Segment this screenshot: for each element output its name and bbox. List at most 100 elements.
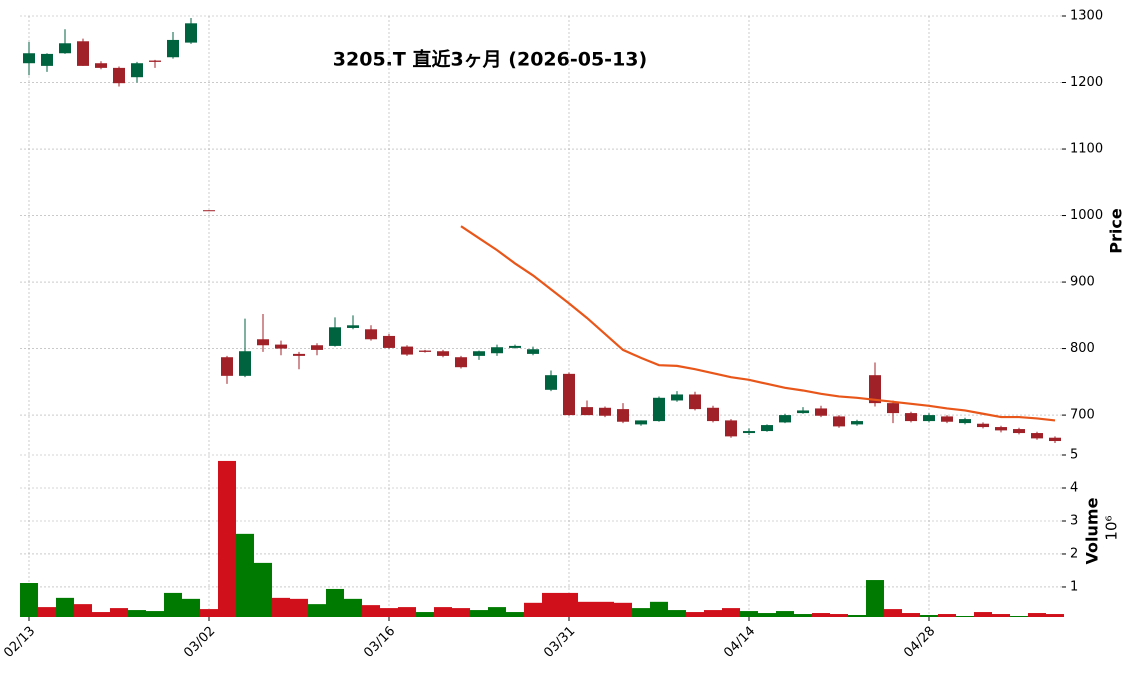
- volume-bar: [272, 597, 290, 617]
- chart-title: 3205.T 直近3ヶ月 (2026-05-13): [333, 48, 647, 71]
- candle-body: [77, 41, 89, 66]
- candle-body: [995, 427, 1007, 431]
- volume-bar: [560, 592, 578, 617]
- candle-body: [563, 373, 575, 416]
- candle-body: [167, 39, 179, 58]
- candle-body: [491, 347, 503, 354]
- volume-axis-label: Volume: [1083, 497, 1102, 564]
- x-tick-label: 03/02: [181, 624, 218, 661]
- volume-bar: [218, 460, 236, 617]
- volume-bar: [902, 613, 920, 617]
- candle-body: [761, 425, 773, 432]
- volume-bar: [92, 612, 110, 617]
- candle-body: [833, 416, 845, 427]
- volume-bar: [848, 615, 866, 617]
- candle-body: [419, 350, 431, 352]
- volume-bar: [470, 610, 488, 617]
- candle-body: [455, 357, 467, 368]
- y-tick-label: 1300: [1070, 9, 1103, 24]
- candle-body: [887, 403, 899, 414]
- volume-multiplier: 10⁶: [1103, 515, 1121, 540]
- volume-bar: [920, 615, 938, 617]
- volume-bar: [830, 614, 848, 617]
- volume-bar: [506, 612, 524, 617]
- y-tick-label: 1000: [1070, 208, 1103, 223]
- candle-body: [1049, 437, 1061, 442]
- volume-bar: [20, 583, 38, 617]
- volume-tick-label: 3: [1070, 513, 1078, 528]
- candle-body: [221, 357, 233, 376]
- candle-body: [815, 408, 827, 416]
- volume-bar: [650, 601, 668, 617]
- volume-bar: [686, 612, 704, 617]
- candle-body: [527, 349, 539, 354]
- candle-body: [959, 419, 971, 424]
- y-tick-label: 900: [1070, 275, 1095, 290]
- candle-body: [653, 397, 665, 422]
- volume-bar: [776, 611, 794, 617]
- volume-bar: [1028, 613, 1046, 617]
- candle-body: [635, 420, 647, 425]
- x-tick-label: 03/31: [541, 624, 578, 661]
- volume-bar: [416, 612, 434, 617]
- candle-body: [113, 67, 125, 84]
- candle-body: [941, 416, 953, 422]
- candle-body: [311, 345, 323, 350]
- candle-body: [131, 63, 143, 78]
- volume-bar: [542, 592, 560, 617]
- candle-body: [473, 351, 485, 356]
- candle-body: [95, 63, 107, 68]
- candle-body: [293, 353, 305, 356]
- volume-tick-label: 4: [1070, 480, 1078, 495]
- candle-body: [689, 394, 701, 410]
- candle-body: [581, 407, 593, 416]
- volume-bar: [704, 610, 722, 617]
- volume-bar: [866, 580, 884, 617]
- volume-bar: [758, 613, 776, 617]
- volume-bar: [632, 608, 650, 617]
- candle-body: [41, 53, 53, 66]
- volume-bar: [200, 609, 218, 617]
- volume-bar: [578, 601, 596, 617]
- volume-bar: [380, 608, 398, 617]
- volume-bar: [74, 604, 92, 617]
- volume-bar: [434, 607, 452, 617]
- volume-bar: [488, 607, 506, 617]
- candle-body: [185, 23, 197, 43]
- volume-bar: [740, 611, 758, 617]
- candle-body: [59, 43, 71, 54]
- volume-bar: [308, 604, 326, 617]
- volume-tick-label: 2: [1070, 546, 1078, 561]
- volume-bar: [722, 608, 740, 617]
- volume-bar: [1010, 616, 1028, 617]
- candle-body: [545, 375, 557, 390]
- candle-body: [383, 335, 395, 348]
- candle-body: [365, 329, 377, 340]
- volume-bar: [146, 611, 164, 617]
- y-tick-label: 700: [1070, 408, 1095, 423]
- candle-body: [743, 431, 755, 434]
- volume-bar: [956, 616, 974, 617]
- candle-body: [923, 415, 935, 422]
- volume-bar: [938, 614, 956, 617]
- volume-bar: [56, 597, 74, 617]
- volume-tick-label: 1: [1070, 579, 1078, 594]
- candle-body: [977, 423, 989, 428]
- candle-body: [437, 351, 449, 356]
- volume-bar: [164, 592, 182, 617]
- volume-bar: [362, 605, 380, 617]
- y-tick-label: 1100: [1070, 142, 1103, 157]
- candle-body: [671, 394, 683, 401]
- candle-body: [1031, 433, 1043, 439]
- candle-body: [779, 415, 791, 423]
- candle-body: [599, 407, 611, 416]
- volume-bar: [254, 562, 272, 617]
- candle-body: [347, 325, 359, 328]
- candle-body: [275, 344, 287, 349]
- candle-body: [401, 346, 413, 355]
- volume-bar: [290, 598, 308, 617]
- candle-body: [149, 60, 161, 62]
- volume-bar: [452, 608, 470, 617]
- candle-body: [617, 409, 629, 422]
